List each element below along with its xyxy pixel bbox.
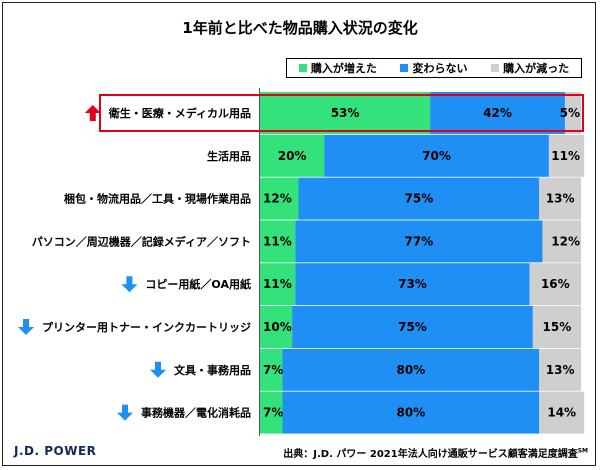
data-label-increased-6: 7% <box>263 363 283 377</box>
source-note: 出典：J.D. パワー 2021年法人向け通販サービス顧客満足度調査SM <box>283 445 588 460</box>
legend-label-decreased: 購入が減った <box>503 62 570 75</box>
legend-swatch-unchanged <box>400 64 409 72</box>
category-label-2: 梱包・物流用品／工具・現場作業用品 <box>64 192 251 206</box>
category-label-7: 事務機器／電化消耗品 <box>141 406 251 420</box>
legend-swatch-decreased <box>491 64 500 72</box>
category-label-6: 文具・事務用品 <box>174 363 251 377</box>
bar-increased-2 <box>260 177 299 220</box>
legend: 購入が増えた 変わらない 購入が減った <box>286 58 582 78</box>
legend-label-unchanged: 変わらない <box>412 62 468 75</box>
bar-unchanged-4 <box>295 263 530 306</box>
data-label-increased-5: 10% <box>263 320 292 334</box>
highlight-box <box>99 94 584 132</box>
data-label-unchanged-1: 70% <box>422 149 451 163</box>
source-text: 出典：J.D. パワー 2021年法人向け通販サービス顧客満足度調査 <box>283 449 578 460</box>
bar-decreased-7 <box>539 391 585 434</box>
data-label-unchanged-0: 42% <box>483 106 512 120</box>
data-label-unchanged-5: 75% <box>398 320 427 334</box>
data-label-unchanged-7: 80% <box>397 406 426 420</box>
arrow-down-icon-6 <box>150 361 166 378</box>
bar-decreased-5 <box>532 306 581 348</box>
data-label-decreased-5: 15% <box>543 320 572 334</box>
bar-increased-6 <box>260 348 283 391</box>
data-label-unchanged-2: 75% <box>405 192 434 206</box>
data-label-decreased-3: 12% <box>551 234 580 248</box>
legend-item-unchanged: 変わらない <box>400 60 467 76</box>
bar-decreased-6 <box>539 348 581 391</box>
arrow-down-icon-4 <box>121 276 138 293</box>
data-label-unchanged-4: 73% <box>398 277 427 291</box>
data-label-decreased-0: 5% <box>560 106 580 120</box>
category-label-1: 生活用品 <box>207 149 251 163</box>
data-label-decreased-7: 14% <box>547 406 576 420</box>
category-label-3: パソコン／周辺機器／記録メディア／ソフト <box>32 234 251 248</box>
bar-decreased-3 <box>542 220 581 263</box>
data-label-decreased-6: 13% <box>546 363 575 377</box>
data-label-unchanged-6: 80% <box>397 363 426 377</box>
category-axis-line <box>259 88 260 436</box>
arrow-up-icon-0 <box>84 105 101 121</box>
bar-increased-7 <box>260 391 283 434</box>
bar-unchanged-1 <box>324 134 549 177</box>
bar-unchanged-7 <box>282 391 540 434</box>
arrow-down-icon-5 <box>18 319 34 335</box>
data-label-decreased-1: 11% <box>551 149 580 163</box>
brand-logo: J.D. POWER <box>14 444 97 458</box>
bar-unchanged-6 <box>282 348 540 391</box>
data-label-increased-4: 11% <box>263 277 292 291</box>
data-label-increased-0: 53% <box>331 106 360 120</box>
chart-frame <box>2 2 596 466</box>
bar-unchanged-2 <box>298 177 540 220</box>
source-superscript: SM <box>577 447 588 455</box>
bar-unchanged-0 <box>430 92 565 134</box>
category-label-4: コピー用紙／OA用紙 <box>145 277 251 291</box>
category-label-0: 衛生・医療・メディカル用品 <box>108 106 251 120</box>
bar-decreased-0 <box>564 92 581 134</box>
data-label-unchanged-3: 77% <box>405 234 434 248</box>
bar-increased-3 <box>260 220 296 263</box>
data-label-decreased-2: 13% <box>546 192 575 206</box>
bar-decreased-1 <box>548 134 585 177</box>
legend-item-increased: 購入が増えた <box>298 60 377 76</box>
bar-increased-4 <box>260 263 296 306</box>
legend-item-decreased: 購入が減った <box>491 60 569 76</box>
chart-title: 1年前と比べた物品購入状況の変化 <box>182 19 418 37</box>
arrow-down-icon-7 <box>117 404 133 421</box>
data-label-increased-2: 12% <box>263 192 292 206</box>
bar-increased-5 <box>260 306 293 348</box>
data-label-increased-1: 20% <box>278 149 307 163</box>
legend-swatch-increased <box>298 64 307 72</box>
bar-increased-1 <box>260 134 325 177</box>
data-label-increased-3: 11% <box>263 234 292 248</box>
category-label-5: プリンター用トナー・インクカートリッジ <box>42 320 251 334</box>
bar-decreased-4 <box>529 263 581 306</box>
data-label-decreased-4: 16% <box>541 277 570 291</box>
bar-decreased-2 <box>539 177 581 220</box>
bar-unchanged-5 <box>292 306 533 348</box>
bar-increased-0 <box>260 92 431 134</box>
legend-label-increased: 購入が増えた <box>310 62 377 75</box>
bar-unchanged-3 <box>295 220 543 263</box>
data-label-increased-7: 7% <box>263 406 283 420</box>
